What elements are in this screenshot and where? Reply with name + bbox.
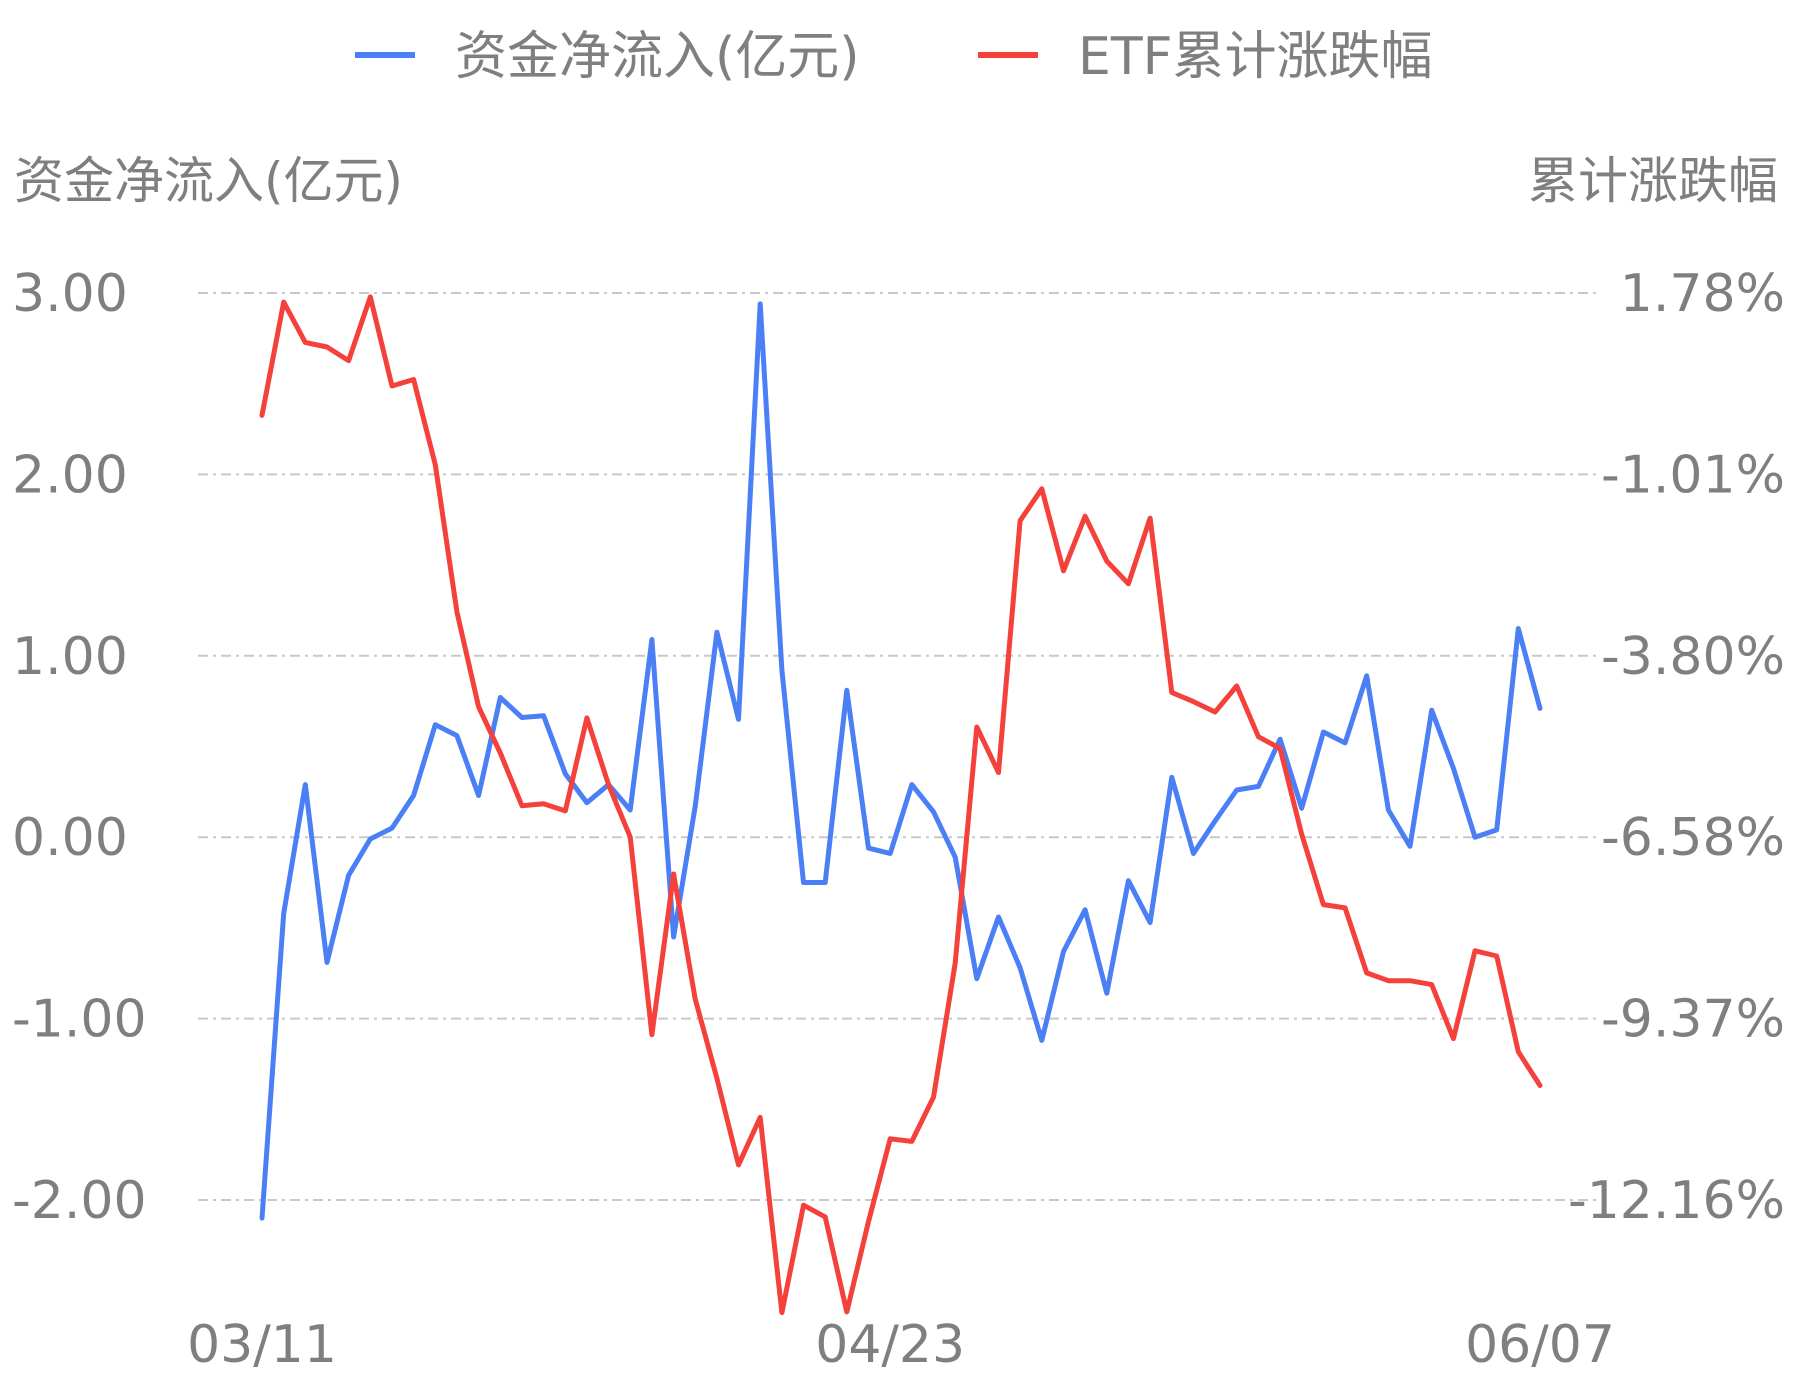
y-left-tick-label: 3.00 (12, 264, 128, 324)
y-right-tick-label: -1.01% (1601, 445, 1785, 505)
y-right-tick-label: -12.16% (1568, 1171, 1785, 1231)
series-lines (259, 294, 1543, 1316)
grid (198, 292, 1598, 1201)
series-line-etf-change (259, 294, 1543, 1316)
y-right-tick-label: 1.78% (1620, 264, 1785, 324)
x-tick-label: 03/11 (187, 1315, 337, 1375)
y-left-tick-label: 1.00 (12, 627, 128, 687)
y-left-tick-label: 2.00 (12, 445, 128, 505)
y-left-axis-title: 资金净流入(亿元) (14, 152, 403, 210)
y-right-tick-label: -6.58% (1601, 808, 1785, 868)
y-left-tick-label: -1.00 (12, 990, 147, 1050)
series-line-fund-flow (259, 301, 1543, 1221)
legend-label-fund-flow: 资金净流入(亿元) (455, 27, 860, 87)
y-left-tick-label: 0.00 (12, 808, 128, 868)
y-right-tick-labels: 1.78% -1.01% -3.80% -6.58% -9.37% -12.16% (1568, 264, 1785, 1231)
y-left-tick-labels: 3.00 2.00 1.00 0.00 -1.00 -2.00 (12, 264, 147, 1231)
legend-label-etf-change: ETF累计涨跌幅 (1078, 27, 1433, 87)
y-left-tick-label: -2.00 (12, 1171, 147, 1231)
legend: 资金净流入(亿元) ETF累计涨跌幅 (355, 27, 1433, 87)
x-tick-label: 06/07 (1465, 1315, 1615, 1375)
x-tick-label: 04/23 (815, 1315, 965, 1375)
y-right-axis-title: 累计涨跌幅 (1528, 152, 1778, 210)
y-right-tick-label: -3.80% (1601, 627, 1785, 687)
y-right-tick-label: -9.37% (1601, 990, 1785, 1050)
x-tick-labels: 03/11 04/23 06/07 (187, 1315, 1615, 1375)
